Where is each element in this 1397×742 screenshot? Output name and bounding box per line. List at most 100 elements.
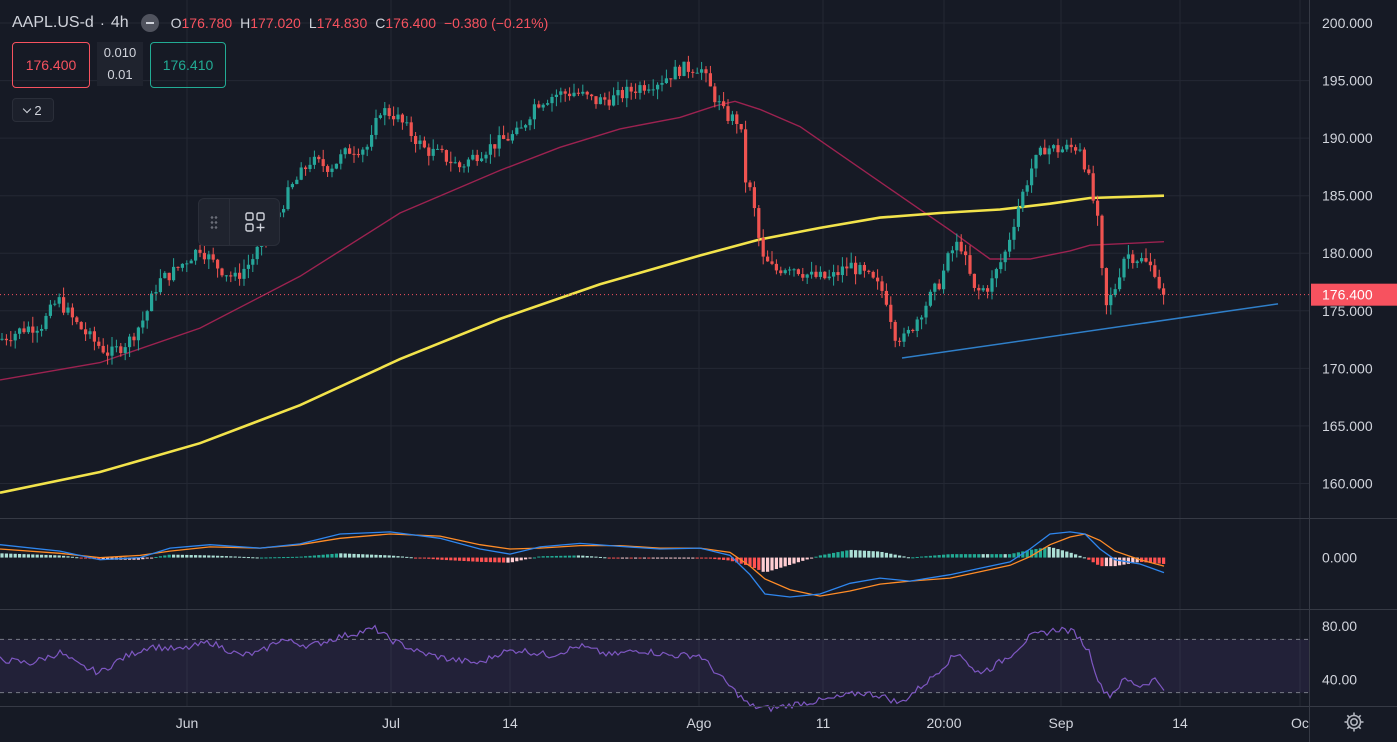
macd-histogram-bar bbox=[1056, 549, 1060, 558]
macd-histogram-bar bbox=[924, 556, 928, 558]
trendline[interactable] bbox=[901, 303, 1279, 359]
candle bbox=[392, 106, 396, 126]
macd-histogram-bar bbox=[436, 557, 440, 560]
candle bbox=[889, 296, 893, 329]
quantity-value[interactable]: 0.01 bbox=[97, 64, 143, 86]
price-tick-label: 190.000 bbox=[1322, 130, 1373, 146]
macd-histogram-bar bbox=[414, 557, 418, 559]
candle bbox=[26, 321, 30, 335]
macd-histogram-bar bbox=[172, 554, 176, 558]
macd-histogram-bar bbox=[770, 557, 774, 571]
candle bbox=[625, 79, 629, 108]
macd-histogram-bar bbox=[876, 551, 880, 558]
time-tick-label: 20:00 bbox=[926, 715, 961, 731]
candle bbox=[370, 125, 374, 151]
candle bbox=[576, 88, 580, 97]
macd-histogram-bar bbox=[612, 557, 616, 559]
object-tree-icon[interactable] bbox=[230, 211, 279, 233]
candle bbox=[708, 65, 712, 87]
candle bbox=[1091, 165, 1095, 204]
candle bbox=[31, 316, 35, 343]
macd-histogram-bar bbox=[1021, 551, 1025, 558]
candle bbox=[752, 181, 756, 217]
price-axis[interactable]: 200.000 195.000 190.000 185.000 180.000 175.0… bbox=[1311, 15, 1397, 491]
candle bbox=[1104, 267, 1108, 315]
macd-histogram-bar bbox=[849, 549, 853, 558]
gear-icon[interactable] bbox=[1342, 710, 1366, 734]
candle bbox=[986, 285, 990, 299]
candle bbox=[216, 258, 220, 278]
macd-histogram-bar bbox=[893, 554, 897, 558]
sell-button[interactable]: 176.400 bbox=[12, 42, 90, 88]
macd-histogram-bar bbox=[568, 555, 572, 558]
candle bbox=[150, 290, 154, 312]
candle bbox=[928, 289, 932, 308]
candle bbox=[937, 279, 941, 291]
low-value: L174.830 bbox=[308, 15, 368, 31]
candle bbox=[207, 250, 211, 269]
drag-handle-icon[interactable] bbox=[199, 199, 230, 245]
macd-histogram-bar bbox=[752, 557, 756, 569]
macd-histogram-bar bbox=[1162, 557, 1166, 564]
candle bbox=[497, 126, 501, 157]
macd-histogram-bar bbox=[810, 557, 814, 559]
timeframe[interactable]: 4h bbox=[110, 14, 129, 31]
candle bbox=[251, 253, 255, 273]
candle bbox=[409, 116, 413, 142]
macd-histogram-bar bbox=[396, 556, 400, 558]
floating-toolbar[interactable] bbox=[198, 198, 280, 246]
macd-histogram-bar bbox=[968, 554, 972, 558]
candle bbox=[911, 328, 915, 333]
candle bbox=[515, 121, 519, 136]
candle bbox=[968, 245, 972, 276]
macd-histogram-bar bbox=[150, 557, 154, 559]
macd-histogram-bar bbox=[823, 554, 827, 558]
macd-histogram-bar bbox=[598, 556, 602, 558]
trendline-segment[interactable] bbox=[901, 303, 1279, 359]
candle bbox=[801, 267, 805, 282]
macd-histogram-bar bbox=[334, 553, 338, 558]
macd-histogram-bar bbox=[282, 557, 286, 559]
candle bbox=[554, 89, 558, 107]
symbol-name[interactable]: AAPL.US-d bbox=[12, 14, 94, 31]
candle bbox=[163, 271, 167, 279]
candle bbox=[1113, 283, 1117, 298]
macd-histogram-bar bbox=[999, 554, 1003, 558]
macd-histogram-bar bbox=[814, 556, 818, 558]
candle bbox=[242, 259, 246, 286]
candle bbox=[1069, 137, 1073, 153]
candle bbox=[488, 134, 492, 164]
candle bbox=[88, 327, 92, 339]
candle bbox=[739, 123, 743, 133]
macd-histogram-bar bbox=[18, 553, 22, 558]
macd-histogram-bar bbox=[673, 557, 677, 559]
hide-series-icon[interactable] bbox=[140, 14, 159, 32]
candle bbox=[845, 257, 849, 276]
rsi-band bbox=[0, 638, 1309, 694]
macd-histogram-bar bbox=[647, 557, 651, 559]
macd-histogram-bar bbox=[1038, 548, 1042, 558]
macd-histogram-bar bbox=[365, 554, 369, 558]
candle bbox=[620, 86, 624, 103]
candle bbox=[119, 342, 123, 357]
macd-histogram-bar bbox=[629, 557, 633, 559]
macd-histogram-bar bbox=[510, 557, 514, 563]
indicators-toggle-button[interactable]: 2 bbox=[12, 98, 54, 122]
candle bbox=[735, 111, 739, 134]
candle bbox=[783, 268, 787, 275]
macd-histogram-bar bbox=[321, 554, 325, 558]
macd-histogram-bar bbox=[167, 554, 171, 558]
rsi-panel bbox=[0, 624, 1165, 713]
time-axis[interactable]: Jun Jul 14 Ago 11 20:00 Sep 14 Oc bbox=[176, 715, 1309, 731]
macd-histogram-bar bbox=[202, 555, 206, 558]
macd-histogram-bar bbox=[1052, 547, 1056, 558]
candle bbox=[1082, 147, 1086, 173]
candle bbox=[678, 64, 682, 80]
candle bbox=[22, 321, 26, 334]
candle bbox=[594, 96, 598, 109]
macd-histogram-bar bbox=[40, 554, 44, 558]
macd-histogram-bar bbox=[537, 556, 541, 558]
buy-button[interactable]: 176.410 bbox=[150, 42, 226, 88]
macd-histogram-bar bbox=[550, 556, 554, 558]
